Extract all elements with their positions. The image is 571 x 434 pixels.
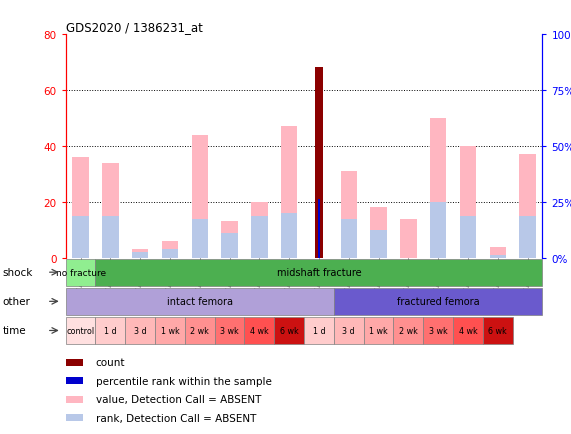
- Text: shock: shock: [3, 268, 33, 277]
- Bar: [66, 359, 83, 366]
- Bar: [340, 219, 357, 258]
- Bar: [222, 222, 238, 258]
- Bar: [66, 414, 83, 421]
- Text: 6 wk: 6 wk: [280, 326, 299, 335]
- Text: intact femora: intact femora: [167, 297, 233, 306]
- Bar: [162, 241, 178, 258]
- Text: 4 wk: 4 wk: [459, 326, 477, 335]
- Text: 3 d: 3 d: [343, 326, 355, 335]
- Bar: [520, 155, 536, 258]
- Bar: [251, 216, 268, 258]
- Bar: [66, 377, 83, 385]
- Bar: [132, 250, 148, 258]
- Bar: [155, 317, 185, 344]
- Bar: [281, 127, 297, 258]
- Bar: [281, 214, 297, 258]
- Bar: [430, 118, 447, 258]
- Text: percentile rank within the sample: percentile rank within the sample: [96, 376, 272, 386]
- Bar: [460, 216, 476, 258]
- Bar: [520, 216, 536, 258]
- Bar: [489, 247, 506, 258]
- Text: fractured femora: fractured femora: [397, 297, 480, 306]
- Text: value, Detection Call = ABSENT: value, Detection Call = ABSENT: [96, 394, 261, 404]
- Bar: [191, 219, 208, 258]
- Bar: [66, 317, 95, 344]
- Bar: [400, 219, 417, 258]
- Bar: [334, 317, 364, 344]
- Bar: [371, 230, 387, 258]
- Bar: [132, 253, 148, 258]
- Bar: [393, 317, 423, 344]
- Bar: [318, 200, 320, 258]
- Bar: [423, 317, 453, 344]
- Bar: [334, 288, 542, 315]
- Bar: [453, 317, 483, 344]
- Text: 3 wk: 3 wk: [429, 326, 448, 335]
- Text: count: count: [96, 358, 125, 368]
- Bar: [251, 202, 268, 258]
- Bar: [191, 135, 208, 258]
- Bar: [215, 317, 244, 344]
- Text: 2 wk: 2 wk: [399, 326, 418, 335]
- Text: GDS2020 / 1386231_at: GDS2020 / 1386231_at: [66, 20, 203, 33]
- Text: 4 wk: 4 wk: [250, 326, 269, 335]
- Bar: [66, 288, 334, 315]
- Text: time: time: [3, 326, 26, 335]
- Bar: [73, 216, 89, 258]
- Bar: [162, 250, 178, 258]
- Bar: [66, 396, 83, 403]
- Text: 1 d: 1 d: [104, 326, 116, 335]
- Bar: [102, 216, 119, 258]
- Bar: [222, 233, 238, 258]
- Bar: [460, 146, 476, 258]
- Bar: [489, 256, 506, 258]
- Bar: [430, 202, 447, 258]
- Text: 1 wk: 1 wk: [160, 326, 179, 335]
- Text: no fracture: no fracture: [55, 268, 106, 277]
- Bar: [483, 317, 513, 344]
- Bar: [73, 158, 89, 258]
- Text: 1 d: 1 d: [313, 326, 325, 335]
- Bar: [371, 208, 387, 258]
- Text: 3 d: 3 d: [134, 326, 147, 335]
- Bar: [304, 317, 334, 344]
- Bar: [340, 171, 357, 258]
- Bar: [95, 317, 125, 344]
- Bar: [274, 317, 304, 344]
- Text: rank, Detection Call = ABSENT: rank, Detection Call = ABSENT: [96, 413, 256, 423]
- Text: 1 wk: 1 wk: [369, 326, 388, 335]
- Text: midshaft fracture: midshaft fracture: [276, 268, 361, 277]
- Bar: [185, 317, 215, 344]
- Text: 3 wk: 3 wk: [220, 326, 239, 335]
- Bar: [364, 317, 393, 344]
- Text: 6 wk: 6 wk: [488, 326, 507, 335]
- Text: 2 wk: 2 wk: [190, 326, 209, 335]
- Bar: [66, 259, 95, 286]
- Bar: [244, 317, 274, 344]
- Bar: [315, 68, 323, 258]
- Bar: [102, 163, 119, 258]
- Text: control: control: [66, 326, 95, 335]
- Text: other: other: [3, 297, 31, 306]
- Bar: [125, 317, 155, 344]
